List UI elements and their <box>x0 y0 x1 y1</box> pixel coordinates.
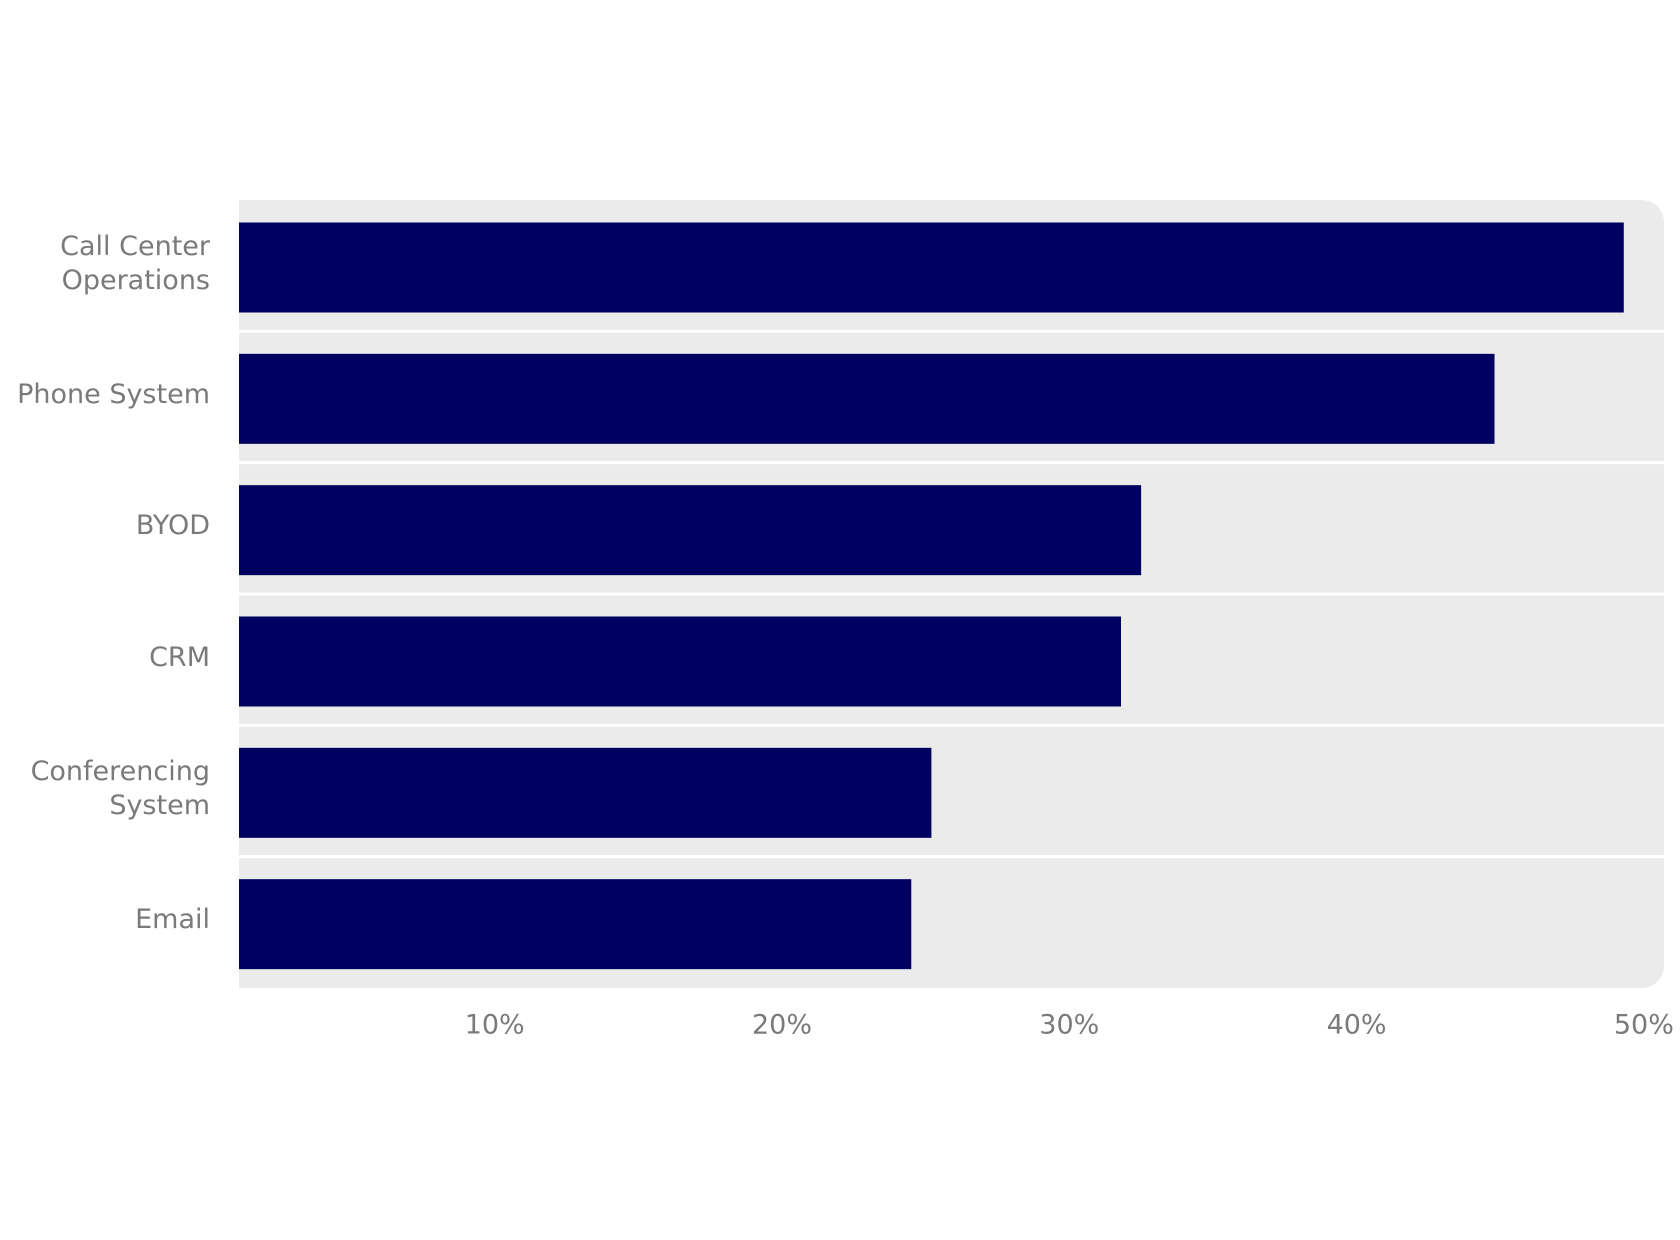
bar <box>239 747 932 838</box>
row-separator <box>239 461 1664 465</box>
y-tick-label: Phone System <box>17 379 210 410</box>
x-tick-label: 40% <box>1327 1010 1387 1041</box>
row-separator <box>239 592 1664 596</box>
row-separator <box>239 723 1664 727</box>
plot-left-edge <box>219 199 239 989</box>
bar <box>239 485 1142 576</box>
bar <box>239 222 1624 313</box>
y-tick-label: CRM <box>149 641 210 673</box>
y-tick-label: Conferencing System <box>30 756 210 821</box>
row-separator <box>239 329 1664 333</box>
x-tick-label: 30% <box>1039 1010 1099 1041</box>
y-tick-label: Call Center Operations <box>60 230 210 296</box>
y-tick-label: BYOD <box>135 510 210 542</box>
row-separator <box>239 855 1664 859</box>
x-tick-label: 20% <box>752 1010 812 1041</box>
x-tick-label: 10% <box>465 1010 525 1041</box>
bar <box>239 353 1495 444</box>
bar <box>239 616 1122 707</box>
y-tick-label: Email <box>135 904 210 936</box>
x-tick-label: 50% <box>1614 1010 1674 1041</box>
bar <box>239 879 912 970</box>
